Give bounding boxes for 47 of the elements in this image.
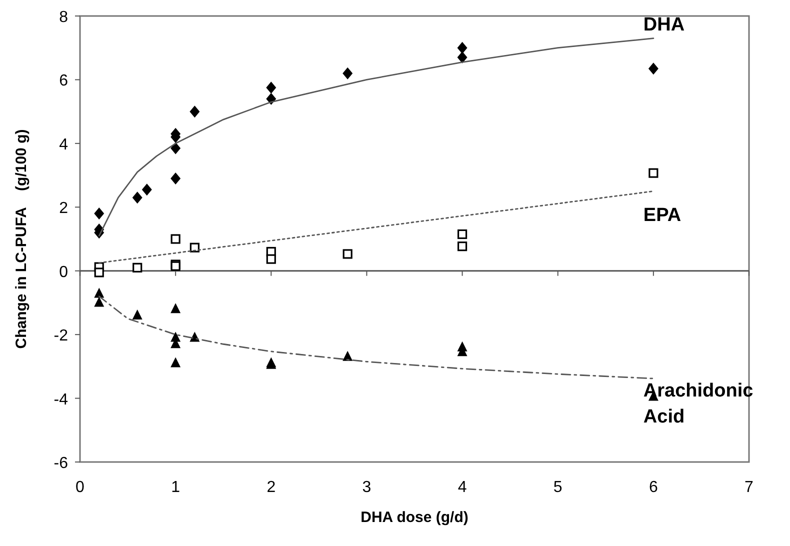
y-tick-label: -4 [54,391,68,408]
x-axis-title: DHA dose (g/d) [360,509,468,526]
point [94,208,104,220]
point [132,262,142,272]
x-tick-label: 0 [76,479,85,496]
point [132,309,142,320]
point [342,350,353,361]
point [170,172,181,184]
point [342,67,353,80]
point [142,184,152,196]
point [266,82,276,94]
x-tick-label: 5 [553,479,562,496]
point [266,254,276,264]
y-tick-label: 2 [59,200,68,218]
point [132,192,142,204]
point [190,242,200,252]
point [190,106,200,118]
point [342,249,352,259]
x-tick-label: 4 [458,479,467,496]
point [170,142,181,154]
x-tick-label: 7 [744,479,754,496]
y-tick-label: 6 [59,72,68,90]
point [94,296,104,307]
point [457,242,468,252]
point [190,332,200,342]
point [170,303,181,314]
point [457,42,468,54]
point [457,229,468,240]
point [94,268,104,278]
series-label: Arachidonic Acid [643,380,754,428]
y-tick-label: -6 [54,455,68,472]
point [170,234,180,244]
y-tick-label: 0 [59,264,68,281]
point [648,168,658,178]
series-label: EPA [643,205,682,226]
x-tick-label: 1 [171,479,180,496]
point [648,62,658,75]
y-tick-label: 4 [59,136,68,154]
x-tick-label: 6 [648,479,658,496]
point [457,51,468,64]
y-axis-title: Change in LC-PUFA (g/100 g) [13,129,30,349]
series-label: DHA [643,14,685,36]
point [170,357,181,368]
y-tick-label: 8 [59,9,68,26]
x-tick-label: 3 [362,479,372,496]
y-tick-label: -2 [54,328,68,345]
x-tick-label: 2 [266,479,276,496]
